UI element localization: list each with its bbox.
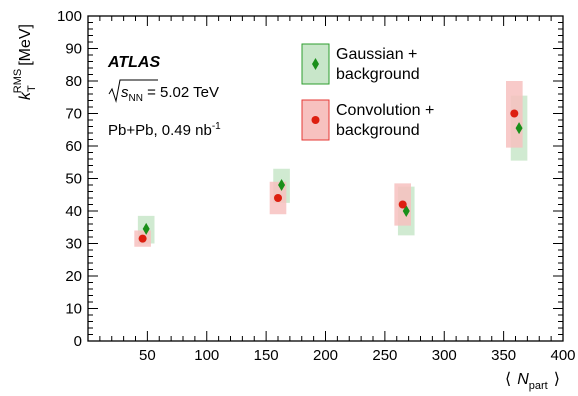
y-tick-label: 100	[57, 8, 82, 25]
annotation-block: ATLAS sNN = 5.02 TeV Pb+Pb, 0.49 nb-1	[107, 54, 221, 139]
x-tick-label: 350	[491, 347, 516, 364]
svg-text:sNN = 5.02 TeV: sNN = 5.02 TeV	[121, 84, 219, 104]
legend-label-line2: background	[336, 66, 420, 83]
y-axis-title: kTRMS[MeV]	[12, 24, 38, 100]
y-tick-label: 20	[65, 268, 82, 285]
legend-label-line2: background	[336, 122, 420, 139]
y-tick-label: 80	[65, 73, 82, 90]
y-tick-label: 70	[65, 106, 82, 123]
legend-label-line1: Convolution +	[336, 102, 434, 119]
x-tick-label: 200	[313, 347, 338, 364]
x-tick-label: 300	[432, 347, 457, 364]
data-point-circle	[398, 200, 407, 209]
system-label: Pb+Pb, 0.49 nb-1	[108, 121, 221, 139]
x-tick-label: 150	[254, 347, 279, 364]
x-axis-title: ⟨ Npart ⟩	[505, 371, 560, 392]
y-tick-label: 30	[65, 236, 82, 253]
x-tick-label: 100	[194, 347, 219, 364]
x-axis-label: ⟨ Npart ⟩	[505, 371, 560, 392]
data-point-diamond	[515, 122, 523, 135]
data-point-circle	[138, 234, 147, 243]
data-point-diamond	[142, 222, 150, 235]
energy-label: sNN = 5.02 TeV	[108, 79, 219, 104]
x-tick-label: 50	[139, 347, 156, 364]
y-axis-label: kTRMS[MeV]	[12, 24, 38, 100]
x-tick-label: 400	[550, 347, 575, 364]
y-tick-label: 90	[65, 41, 82, 58]
x-tick-label: 250	[372, 347, 397, 364]
legend-label-line1: Gaussian +	[336, 46, 417, 63]
tick-labels: 50 100 150 200 250 300 350 400 0 10 20 30 40 50 60 70 80…	[57, 8, 576, 364]
y-tick-label: 50	[65, 171, 82, 188]
legend-marker-circle	[311, 116, 320, 124]
data-point-circle	[510, 109, 519, 118]
y-tick-label: 60	[65, 138, 82, 155]
legend: Gaussian + background Convolution + backgro…	[301, 43, 434, 141]
data-point-diamond	[278, 179, 286, 191]
tick-marks	[88, 16, 563, 341]
experiment-label: ATLAS	[107, 54, 160, 71]
y-tick-label: 40	[65, 203, 82, 220]
data-point-circle	[274, 194, 282, 202]
y-tick-label: 10	[65, 301, 82, 318]
data-markers	[138, 109, 523, 243]
legend-marker-diamond	[312, 58, 319, 70]
y-tick-label: 0	[74, 333, 82, 350]
systematic-uncertainty-boxes	[134, 81, 528, 247]
